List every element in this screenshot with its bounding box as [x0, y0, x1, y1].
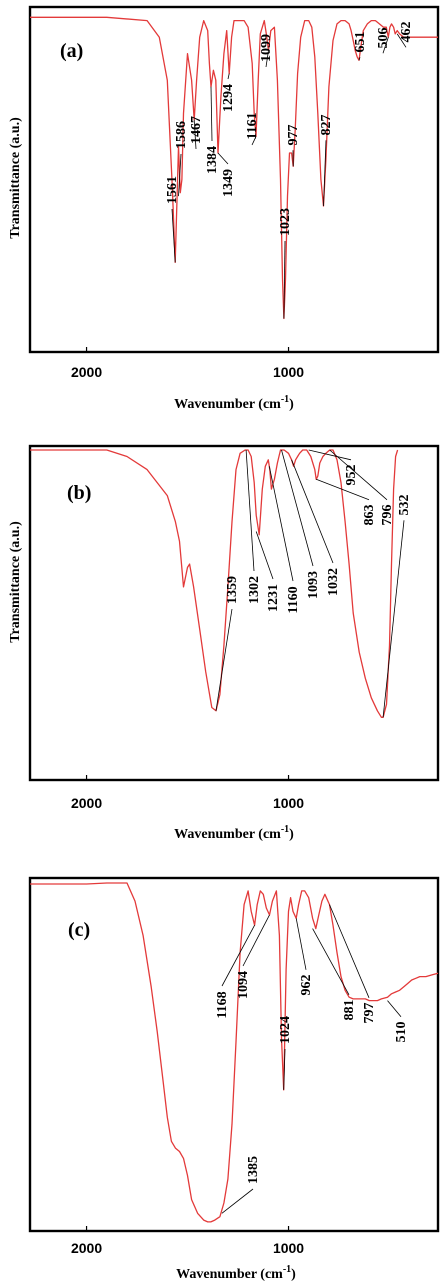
panel-b-xtick-label-1000: 1000	[273, 795, 304, 811]
panel-c-xtick-label-1000: 1000	[273, 1240, 304, 1256]
panel-c-peak-label-1385: 1385	[246, 1156, 261, 1184]
panel-c-leader-881	[312, 928, 350, 995]
panel-c-leader-962	[295, 918, 307, 970]
panel-b-leader-796	[329, 449, 388, 501]
panel-c-xlabel: Wavenumber (cm-1)	[176, 1264, 296, 1282]
panel-a-leader-506	[382, 37, 389, 54]
panel-a-leader-1099	[265, 50, 269, 68]
panel-b-leader-1160	[268, 466, 294, 582]
panel-a-peak-label-1561: 1561	[165, 176, 180, 204]
panel-b-xtick-label-2000: 2000	[71, 795, 102, 811]
panel-b-peak-label-1093: 1093	[306, 571, 321, 599]
panel-b-peak-label-1032: 1032	[326, 568, 341, 596]
panel-a-leader-1384	[210, 86, 213, 142]
panel-a-spectrum-line	[30, 16, 438, 320]
panel-a-peak-label-462: 462	[399, 22, 414, 43]
panel-a-peak-label-827: 827	[319, 115, 334, 136]
panel-c-spectrum-line	[30, 882, 439, 1223]
panel-c-annotations: 1385 1168 1094 1024 962 881 797 510	[215, 904, 409, 1214]
panel-b-leader-1093	[281, 449, 314, 567]
panel-a-xlabel: Wavenumber (cm-1)	[174, 394, 294, 412]
panel-a-peak-label-1384: 1384	[205, 146, 220, 174]
panel-c-peak-label-881: 881	[342, 1000, 357, 1021]
panel-b-annotations: 1359 1302 1231 1160 1093 1032 952 863 796 532	[215, 449, 412, 718]
panel-b-peak-label-532: 532	[397, 495, 412, 516]
panel-c-leader-1168	[221, 925, 255, 987]
panel-a-leader-1023	[283, 240, 286, 319]
panel-b-peak-label-796: 796	[380, 505, 395, 526]
panel-a-peak-label-506: 506	[376, 28, 391, 49]
panel-c-leader-1024	[283, 1048, 286, 1090]
panel-c-leader-1094	[242, 914, 270, 967]
panel-c-peak-label-962: 962	[299, 975, 314, 996]
panel-c-frame	[28, 876, 440, 1233]
panel-b-peak-label-863: 863	[362, 505, 377, 526]
panel-a-leader-827	[323, 140, 327, 207]
panel-c-leader-510	[387, 1000, 402, 1018]
panel-c-label: (c)	[68, 919, 90, 941]
panel-b-peak-label-1160: 1160	[286, 586, 301, 613]
panel-a-leader-462	[396, 33, 407, 48]
panel-a-peak-label-1586: 1586	[174, 121, 189, 149]
panel-a-leader-1161	[251, 136, 257, 146]
panel-b-leader-1032	[291, 459, 334, 564]
panel-a-xtick-label-1000: 1000	[273, 364, 304, 380]
panel-c: (c) 2000 1000 Wavenumber (cm-1) 1385 1168…	[28, 876, 440, 1282]
panel-c-peak-label-510: 510	[394, 1022, 409, 1043]
panel-c-peak-label-797: 797	[362, 1003, 377, 1024]
panel-b-leader-1302	[245, 449, 255, 572]
panel-a-leader-651	[358, 57, 361, 61]
panel-b-leader-952	[308, 449, 352, 461]
panel-c-xtick-label-2000: 2000	[71, 1240, 102, 1256]
panel-b-xlabel: Wavenumber (cm-1)	[174, 824, 294, 842]
panel-a-leader-1561	[171, 208, 176, 263]
panel-a-peak-label-1099: 1099	[259, 34, 274, 62]
panel-b-peak-label-1302: 1302	[247, 576, 262, 604]
panel-a-leader-1586	[178, 153, 182, 197]
panel-a-peak-label-1161: 1161	[245, 112, 260, 139]
panel-b-leader-863	[316, 478, 370, 501]
panel-c-peak-label-1024: 1024	[278, 1016, 293, 1044]
panel-c-peak-label-1168: 1168	[215, 991, 230, 1018]
panel-c-leader-797	[329, 904, 370, 998]
panel-a-peak-label-651: 651	[353, 32, 368, 53]
panel-a-peak-label-977: 977	[286, 125, 301, 146]
panel-b-peak-label-952: 952	[344, 465, 359, 486]
panel-b-peak-label-1359: 1359	[225, 576, 240, 604]
panel-b-label: (b)	[67, 482, 91, 504]
panel-a-ylabel: Transmittance (a.u.)	[8, 117, 23, 239]
panel-a-label: (a)	[60, 40, 83, 62]
panel-b-peak-label-1231: 1231	[266, 584, 281, 612]
panel-a-peak-label-1349: 1349	[221, 169, 236, 197]
panel-b-frame	[28, 444, 440, 782]
panel-b-ylabel: Transmittance (a.u.)	[8, 521, 23, 643]
panel-b-leader-1231	[255, 531, 274, 580]
panel-b: (b) Transmittance (a.u.) 2000 1000 Waven…	[8, 444, 440, 842]
panel-a-leader-1294	[227, 73, 230, 80]
panel-a-peak-label-1023: 1023	[278, 208, 293, 236]
panel-c-peak-label-1094: 1094	[236, 971, 251, 999]
panel-b-leader-1359	[215, 608, 233, 711]
panel-a-frame	[28, 5, 440, 354]
panel-b-spectrum-line	[30, 449, 399, 718]
panel-b-leader-532	[382, 520, 405, 718]
panel-a-xtick-label-2000: 2000	[71, 364, 102, 380]
panel-a-peak-label-1467: 1467	[189, 116, 204, 144]
panel-a-leader-1467	[193, 119, 197, 150]
panel-a-leader-1349	[217, 152, 229, 165]
panel-c-leader-1385	[221, 1188, 254, 1214]
panel-a-peak-label-1294: 1294	[221, 84, 236, 112]
panel-a: (a) Transmittance (a.u.) 2000 1000 Waven…	[8, 5, 440, 412]
